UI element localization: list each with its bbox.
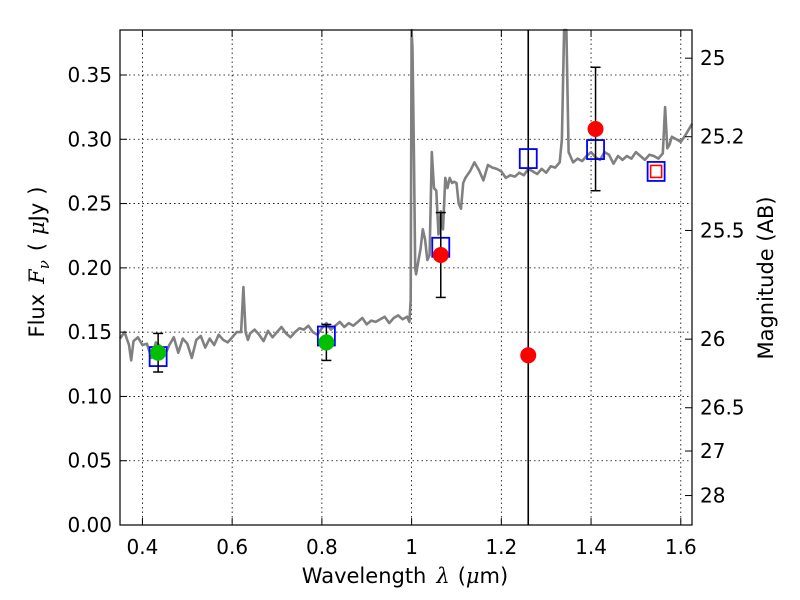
y2-tick-label: 27 (700, 439, 725, 463)
nir-point-marker (520, 347, 537, 364)
x-tick-label: 1.6 (665, 535, 697, 559)
x-axis-title-symbol: λ (435, 564, 449, 588)
x-axis-title-main: Wavelength (302, 564, 427, 588)
y2-tick-label: 26.5 (700, 396, 745, 420)
y-tick-label: 0.10 (67, 384, 112, 408)
x-tick-label: 1.4 (575, 535, 607, 559)
optical-point-marker (150, 344, 167, 361)
nir-point-marker (587, 121, 604, 137)
open-red-square-marker (649, 164, 663, 179)
y-axis-title-unit-close: ) (25, 186, 49, 194)
y-tick-label: 0.35 (67, 63, 112, 87)
y2-tick-label: 25.2 (700, 125, 745, 149)
model-square-marker (518, 148, 538, 169)
y-tick-label: 0.25 (67, 192, 112, 216)
y-axis-title-subscript: ν (35, 260, 53, 269)
plot-frame (119, 29, 693, 526)
x-axis-title-unit-mu: μ (466, 564, 480, 588)
ticks: 0.4 0.6 0.8 1 1.2 1.4 1.6 0.00 0.05 0.10 0.15 0.20 0… (67, 30, 745, 559)
y-tick-label: 0.00 (67, 513, 112, 537)
y-axis-title-main: Flux (25, 294, 49, 338)
y2-tick-label: 25.5 (700, 218, 745, 242)
model-square-marker (646, 161, 666, 182)
x-tick-label: 1.2 (485, 535, 517, 559)
y2-tick-label: 26 (700, 327, 725, 351)
y2-tick-label: 25 (700, 46, 725, 70)
x-tick-label: 0.4 (127, 535, 159, 559)
y-axis-title-unit-open: ( (25, 243, 49, 251)
x-axis-title-unit-rest: m) (480, 564, 509, 588)
y-tick-label: 0.30 (67, 127, 112, 151)
y-axis-title-symbol: F (25, 268, 49, 285)
x-tick-label: 0.6 (216, 535, 248, 559)
y-axis-title: Flux Fν ( μJy) (25, 186, 53, 337)
x-tick-label: 0.8 (306, 535, 338, 559)
marker-layer (148, 66, 666, 373)
optical-point-marker (318, 334, 335, 351)
x-tick-label: 1 (405, 535, 418, 559)
y-axis-title-unit-rest: Jy (25, 203, 49, 224)
y-tick-label: 0.05 (67, 449, 112, 473)
x-axis-title: Wavelength λ (μm) (302, 564, 508, 588)
y-axis-title-unit-mu: μ (25, 221, 49, 235)
x-axis-title-unit-open: ( (458, 564, 466, 588)
right-axis-title: Magnitude (AB) (754, 196, 778, 359)
y2-tick-label: 28 (700, 484, 725, 508)
y-tick-label: 0.15 (67, 320, 112, 344)
nir-point-marker (432, 247, 449, 263)
y-tick-label: 0.20 (67, 256, 112, 280)
